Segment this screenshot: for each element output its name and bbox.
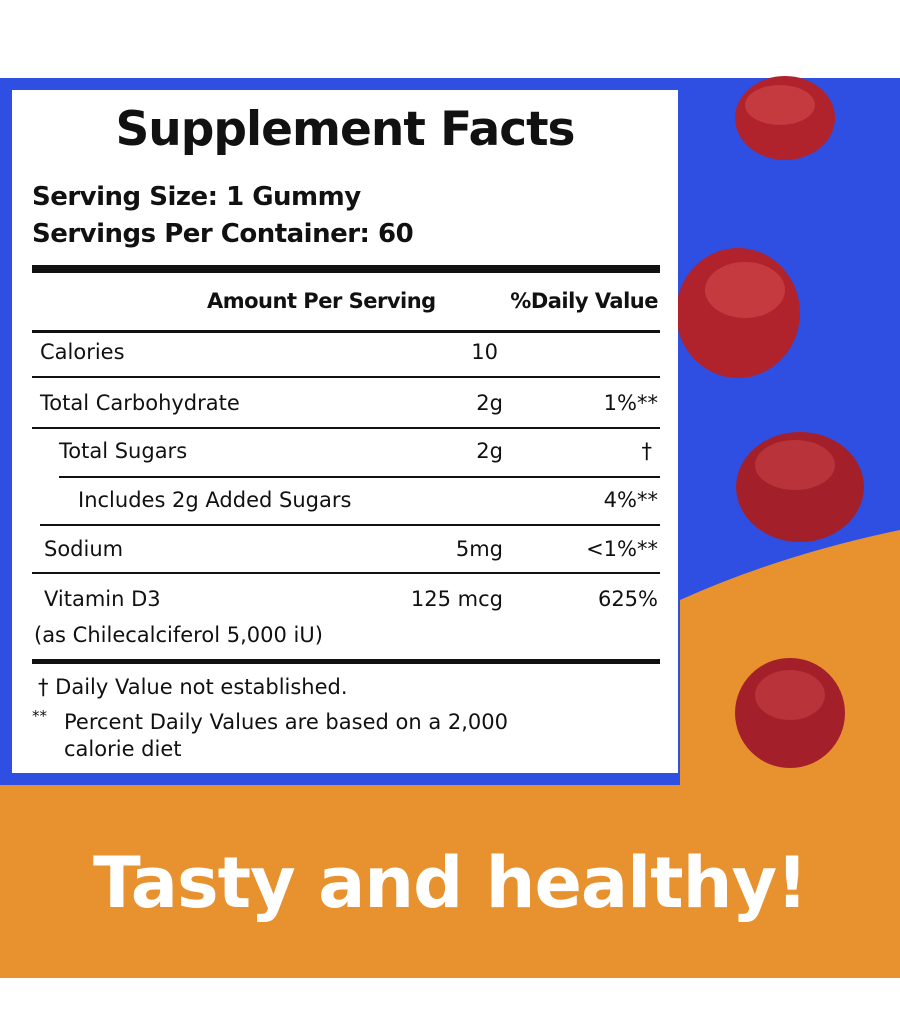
gummy-icon <box>736 432 864 542</box>
tagline: Tasty and healthy! <box>92 842 808 924</box>
nutrient-name: Total Sugars <box>59 439 188 463</box>
nutrient-dv: 625% <box>597 587 658 611</box>
nutrient-name: Vitamin D3 <box>44 587 161 611</box>
stars-icon: ** <box>32 707 47 725</box>
thick-divider <box>32 265 660 273</box>
serving-size: Serving Size: 1 Gummy <box>32 182 361 212</box>
divider <box>32 330 660 333</box>
nutrient-amount: 5mg <box>455 537 503 561</box>
nutrient-amount: 2g <box>476 391 503 415</box>
divider <box>32 427 660 429</box>
footnote-stars-2: calorie diet <box>64 737 182 761</box>
nutrient-subtext: (as Chilecalciferol 5,000 iU) <box>34 623 323 647</box>
servings-per-container: Servings Per Container: 60 <box>32 219 414 249</box>
gummy-icon <box>676 248 800 378</box>
nutrient-dv: † <box>641 439 653 463</box>
footnote-stars: Percent Daily Values are based on a 2,00… <box>64 710 508 734</box>
nutrient-name: Includes 2g Added Sugars <box>78 488 352 512</box>
nutrient-dv: 4%** <box>603 488 658 512</box>
footnote-dagger: † Daily Value not established. <box>38 675 348 699</box>
gummy-icon <box>735 658 845 768</box>
divider <box>40 524 660 526</box>
nutrient-dv: <1%** <box>586 537 658 561</box>
nutrient-name: Total Carbohydrate <box>40 391 240 415</box>
nutrient-name: Sodium <box>44 537 124 561</box>
supplement-facts-label: Supplement Facts Serving Size: 1 Gummy S… <box>12 90 678 773</box>
divider <box>59 476 660 478</box>
thick-divider <box>32 659 660 664</box>
divider <box>32 572 660 574</box>
nutrient-amount: 125 mcg <box>410 587 503 611</box>
label-title: Supplement Facts <box>115 102 575 157</box>
divider <box>32 376 660 378</box>
nutrient-amount: 2g <box>476 439 503 463</box>
nutrient-amount: 10 <box>471 340 498 364</box>
header-daily-value: %Daily Value <box>510 289 658 313</box>
nutrient-dv: 1%** <box>603 391 658 415</box>
nutrient-name: Calories <box>40 340 125 364</box>
header-amount: Amount Per Serving <box>207 289 436 313</box>
gummy-icon <box>735 76 835 160</box>
